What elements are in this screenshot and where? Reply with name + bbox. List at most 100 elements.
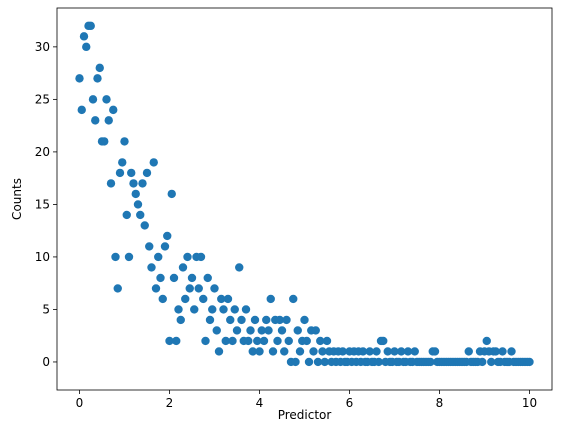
point: [217, 294, 226, 304]
point: [284, 336, 293, 346]
point: [86, 21, 95, 31]
point: [250, 315, 260, 325]
point: [77, 105, 86, 115]
point: [244, 336, 253, 346]
point: [268, 347, 278, 356]
point: [266, 294, 275, 304]
point: [313, 357, 323, 367]
point: [478, 357, 487, 367]
point: [277, 326, 287, 335]
x-tick-label: 2: [166, 396, 174, 410]
point: [487, 357, 496, 367]
point: [383, 347, 392, 356]
x-axis-label: Predictor: [278, 408, 332, 422]
point: [91, 116, 100, 125]
point: [138, 179, 147, 188]
point: [390, 347, 399, 356]
point: [372, 347, 381, 356]
point: [122, 210, 131, 220]
point: [194, 284, 203, 293]
point: [482, 336, 491, 346]
point: [507, 347, 516, 356]
point: [104, 116, 113, 125]
point: [397, 347, 406, 356]
point: [241, 305, 251, 314]
y-tick-label: 15: [35, 197, 50, 211]
point: [174, 305, 183, 314]
point: [102, 95, 111, 104]
point: [151, 284, 161, 293]
x-tick-label: 8: [436, 396, 444, 410]
point: [253, 336, 262, 346]
point: [100, 137, 109, 146]
point: [165, 336, 174, 346]
point: [142, 168, 152, 178]
point: [115, 168, 125, 178]
point: [210, 284, 219, 293]
point: [221, 336, 230, 346]
point: [154, 252, 163, 262]
point: [160, 242, 170, 251]
point: [430, 347, 440, 356]
point: [106, 179, 116, 188]
point: [145, 242, 154, 251]
y-tick-label: 10: [35, 250, 50, 264]
point: [300, 315, 309, 325]
x-tick-label: 6: [346, 396, 354, 410]
point: [172, 336, 181, 346]
point: [212, 326, 221, 335]
point: [316, 336, 325, 346]
point: [149, 158, 158, 167]
point: [358, 347, 368, 356]
point: [246, 326, 255, 335]
point: [219, 305, 228, 314]
point: [82, 42, 91, 52]
point: [185, 284, 194, 293]
point: [318, 347, 327, 356]
point: [176, 315, 185, 325]
point: [410, 347, 419, 356]
point: [109, 105, 118, 115]
point: [163, 231, 172, 241]
y-axis-label: Counts: [10, 178, 24, 220]
point: [275, 315, 284, 325]
x-tick-label: 10: [522, 396, 537, 410]
point: [140, 221, 149, 230]
point: [304, 357, 314, 367]
point: [379, 336, 388, 346]
point: [291, 357, 300, 367]
point: [230, 305, 239, 314]
point: [302, 336, 311, 346]
point: [93, 74, 102, 83]
point: [118, 158, 127, 167]
point: [464, 347, 473, 356]
point: [120, 137, 129, 146]
point: [374, 357, 383, 367]
point: [248, 347, 257, 356]
point: [167, 189, 176, 199]
point: [199, 294, 208, 304]
point: [259, 336, 269, 346]
point: [280, 347, 289, 356]
point: [228, 336, 237, 346]
point: [237, 315, 246, 325]
point: [426, 357, 435, 367]
point: [158, 294, 167, 304]
point: [187, 273, 197, 283]
point: [320, 357, 329, 367]
point: [208, 305, 217, 314]
point: [124, 252, 134, 262]
point: [75, 74, 84, 83]
point: [178, 263, 188, 272]
x-tick-label: 0: [76, 396, 84, 410]
point: [136, 210, 145, 220]
point: [282, 315, 291, 325]
x-tick-label: 4: [256, 396, 264, 410]
point: [365, 347, 374, 356]
point: [226, 315, 235, 325]
point: [289, 294, 298, 304]
point: [129, 179, 138, 188]
point: [181, 294, 190, 304]
